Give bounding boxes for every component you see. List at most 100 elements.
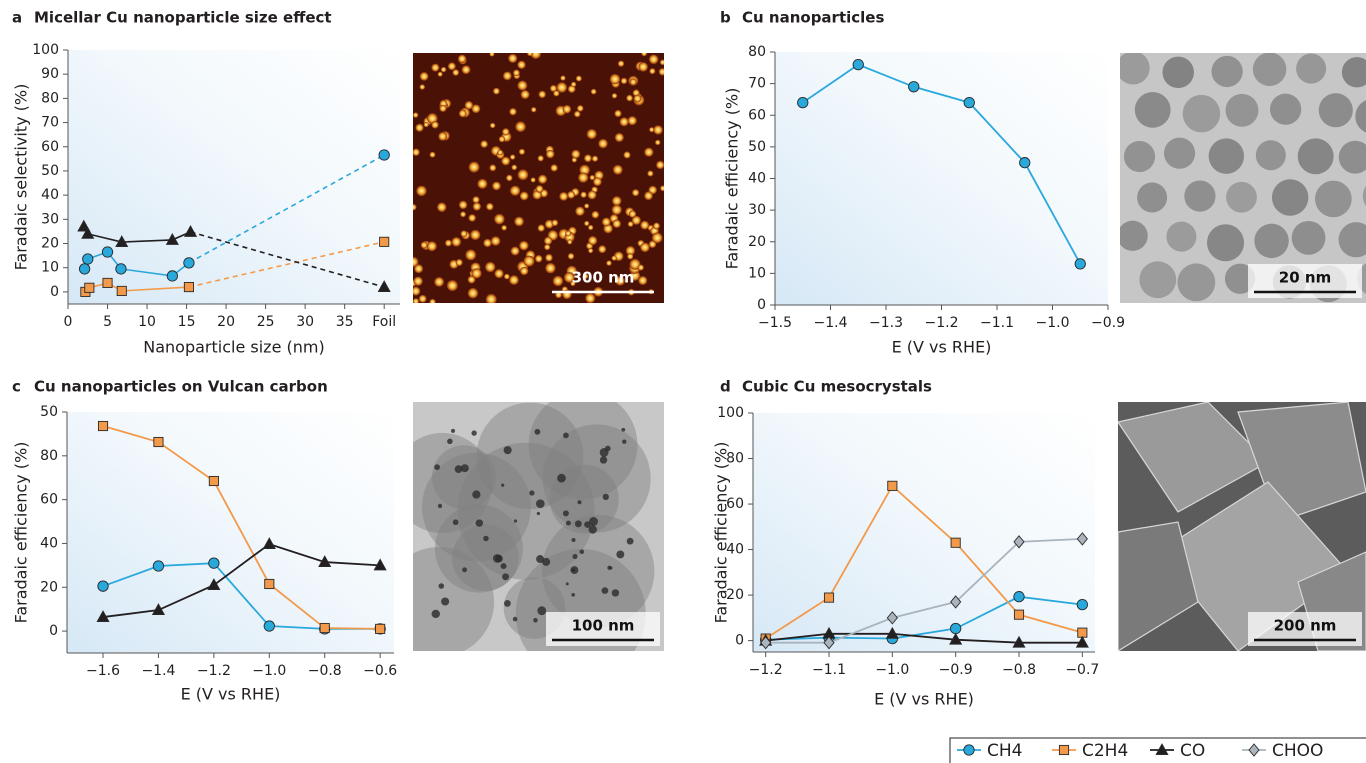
particle [656,161,664,169]
y-tick-label: 50 [41,163,59,179]
particle [544,244,550,250]
particle [567,191,575,199]
marker-circle [1075,259,1085,269]
particle [431,121,438,128]
particle [511,247,520,256]
particle [627,538,634,545]
particle [527,50,533,56]
particle [483,239,491,247]
particle [638,276,647,285]
particle [413,298,419,304]
y-axis-label: Faradaic efficiency (%) [723,88,742,270]
particle [524,256,535,267]
particle [655,140,660,145]
particle [416,186,427,197]
particle [430,152,436,158]
particle [638,264,644,270]
marker-square [154,437,163,446]
panel-title: Cubic Cu mesocrystals [742,378,932,396]
particle [410,204,416,210]
particle [538,155,544,161]
panel-title: Micellar Cu nanoparticle size effect [34,9,332,27]
particle [1253,53,1286,86]
marker-circle [1014,591,1024,601]
particle [437,202,446,211]
particle [563,105,571,113]
marker-circle [964,97,974,107]
particle [502,573,509,580]
y-tick-label: 60 [41,139,59,155]
legend-label: C2H4 [1082,741,1128,761]
particle [614,110,621,117]
particle [588,236,597,245]
particle [600,456,607,463]
particle [580,192,586,198]
particle [612,196,622,206]
y-tick-label: 50 [748,139,766,155]
particle [566,582,569,585]
particle [1270,94,1301,125]
particle [538,224,545,231]
particle [438,132,447,141]
particle [622,439,626,443]
x-tick-label: −1.2 [749,662,783,678]
particle [660,60,666,66]
particle [531,177,536,182]
particle [448,62,456,70]
legend-label: CH4 [987,741,1022,761]
particle [506,175,512,181]
y-axis-label: Faradaic efficiency (%) [12,442,31,624]
particle [439,105,446,112]
particle [510,154,515,159]
particle [521,90,530,99]
y-tick-label: 100 [717,405,744,421]
particle [584,154,592,162]
x-tick-label: −1.4 [814,315,848,331]
marker-circle [964,745,974,755]
particle [623,151,630,158]
particle [494,269,503,278]
particle [491,236,501,246]
particle [1164,138,1195,169]
particle [424,122,429,127]
particle [577,500,581,504]
particle [560,75,565,80]
y-tick-label: 50 [40,404,58,420]
particle [536,185,544,193]
marker-circle [98,581,108,591]
particle [514,519,517,522]
panel-letter: d [720,378,731,396]
marker-circle [950,623,960,633]
y-tick-label: 0 [50,284,59,300]
particle [603,494,609,500]
particle [546,150,555,159]
particle [644,191,653,200]
particle [1209,138,1244,173]
particle [413,112,418,117]
particle [588,225,593,230]
particle [420,72,429,81]
x-axis-label: E (V vs RHE) [874,690,974,709]
particle [411,287,420,296]
y-tick-label: 40 [41,187,59,203]
x-tick-label: 10 [138,314,156,330]
carbon-blob [542,515,655,628]
particle [419,295,427,303]
x-axis-label: E (V vs RHE) [181,685,281,704]
particle [529,490,534,495]
marker-square [1059,745,1068,754]
particle [618,60,624,66]
particle [634,95,642,103]
particle [452,237,462,247]
particle [512,165,518,171]
particle [1315,181,1352,218]
particle [602,587,609,594]
particle [1298,138,1334,174]
particle [459,201,467,209]
particle [439,583,445,589]
particle [469,162,480,173]
particle [477,179,487,189]
y-tick-label: 80 [40,448,58,464]
marker-circle [184,258,194,268]
particle [576,76,582,82]
